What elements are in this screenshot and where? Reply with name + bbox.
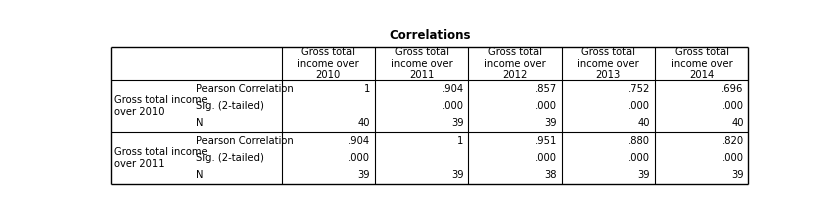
Text: 1: 1 — [364, 84, 370, 94]
Text: 40: 40 — [638, 118, 650, 128]
Text: .000: .000 — [349, 153, 370, 163]
Text: N: N — [196, 118, 203, 128]
Text: .820: .820 — [722, 136, 743, 146]
Text: Correlations: Correlations — [389, 29, 470, 42]
Text: 39: 39 — [731, 170, 743, 180]
Text: .000: .000 — [722, 101, 743, 111]
Text: N: N — [196, 170, 203, 180]
Text: Gross total income
over 2010: Gross total income over 2010 — [114, 95, 208, 117]
Text: Gross total
income over
2010: Gross total income over 2010 — [297, 47, 360, 80]
Text: Gross total
income over
2011: Gross total income over 2011 — [391, 47, 453, 80]
Text: 39: 39 — [638, 170, 650, 180]
Text: Pearson Correlation: Pearson Correlation — [196, 84, 293, 94]
Text: Gross total
income over
2013: Gross total income over 2013 — [577, 47, 639, 80]
Text: Gross total
income over
2014: Gross total income over 2014 — [670, 47, 732, 80]
Text: 38: 38 — [544, 170, 557, 180]
Text: 39: 39 — [451, 170, 464, 180]
Text: 39: 39 — [451, 118, 464, 128]
Text: .880: .880 — [628, 136, 650, 146]
Text: 39: 39 — [358, 170, 370, 180]
Text: .000: .000 — [628, 153, 650, 163]
Text: Sig. (2-tailed): Sig. (2-tailed) — [196, 153, 264, 163]
Text: 40: 40 — [358, 118, 370, 128]
Text: 39: 39 — [544, 118, 557, 128]
Text: 40: 40 — [731, 118, 743, 128]
Text: .000: .000 — [722, 153, 743, 163]
Text: .696: .696 — [722, 84, 743, 94]
Text: .951: .951 — [534, 136, 557, 146]
Text: Pearson Correlation: Pearson Correlation — [196, 136, 293, 146]
Text: .000: .000 — [628, 101, 650, 111]
Text: .000: .000 — [535, 153, 557, 163]
Text: .000: .000 — [535, 101, 557, 111]
Text: .752: .752 — [628, 84, 650, 94]
Text: 1: 1 — [457, 136, 464, 146]
Text: .000: .000 — [442, 101, 464, 111]
Text: .904: .904 — [349, 136, 370, 146]
Text: Gross total
income over
2012: Gross total income over 2012 — [484, 47, 546, 80]
Text: Gross total income
over 2011: Gross total income over 2011 — [114, 147, 208, 169]
Text: .857: .857 — [535, 84, 557, 94]
Text: .904: .904 — [442, 84, 464, 94]
Text: Sig. (2-tailed): Sig. (2-tailed) — [196, 101, 264, 111]
